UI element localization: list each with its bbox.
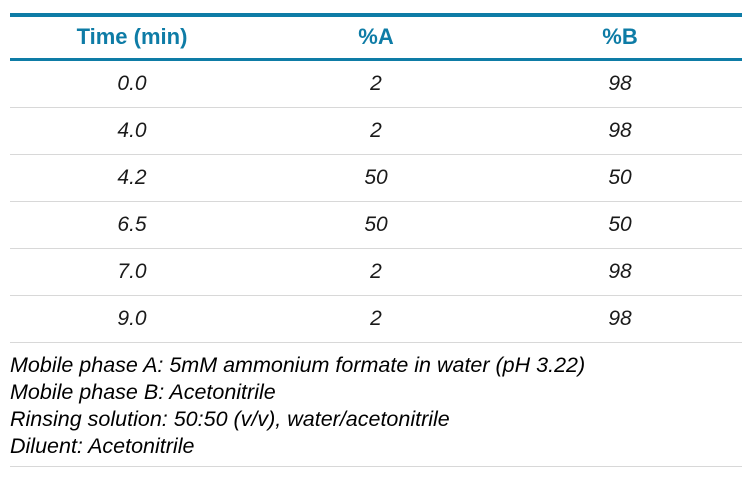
table-cell-percent-a: 2 xyxy=(254,107,498,155)
gradient-table-header: Time (min) %A %B xyxy=(10,15,742,60)
table-cell-time: 7.0 xyxy=(10,248,254,296)
table-row: 9.0 2 98 xyxy=(10,295,742,343)
column-header-time: Time (min) xyxy=(76,24,188,49)
table-cell-time: 4.0 xyxy=(10,107,254,155)
table-header-row: Time (min) %A %B xyxy=(10,15,742,60)
table-cell-time: 4.2 xyxy=(10,154,254,202)
note-mobile-phase-b: Mobile phase B: Acetonitrile xyxy=(10,380,276,404)
table-cell-percent-a: 50 xyxy=(254,154,498,202)
note-mobile-phase-a: Mobile phase A: 5mM ammonium formate in … xyxy=(10,353,586,377)
table-cell-percent-a: 2 xyxy=(254,248,498,296)
table-cell-time: 0.0 xyxy=(10,59,254,108)
table-row: 7.0 2 98 xyxy=(10,248,742,296)
table-cell-percent-b: 98 xyxy=(498,295,742,343)
table-row: 4.2 50 50 xyxy=(10,154,742,202)
footnotes: Mobile phase A: 5mM ammonium formate in … xyxy=(10,352,742,460)
note-rinsing-solution: Rinsing solution: 50:50 (v/v), water/ace… xyxy=(10,407,450,431)
table-cell-percent-b: 98 xyxy=(498,107,742,155)
table-cell-time: 9.0 xyxy=(10,295,254,343)
table-cell-time: 6.5 xyxy=(10,201,254,249)
gradient-table: Time (min) %A %B 0.0 2 98 4.0 2 98 4.2 5… xyxy=(10,13,742,343)
table-row: 4.0 2 98 xyxy=(10,107,742,155)
table-cell-percent-b: 98 xyxy=(498,59,742,108)
table-cell-percent-a: 50 xyxy=(254,201,498,249)
gradient-table-body: 0.0 2 98 4.0 2 98 4.2 50 50 6.5 50 50 7.… xyxy=(10,59,742,343)
table-cell-percent-a: 2 xyxy=(254,295,498,343)
table-cell-percent-a: 2 xyxy=(254,59,498,108)
column-header-percent-b: %B xyxy=(602,24,638,49)
column-header-percent-a: %A xyxy=(358,24,394,49)
table-cell-percent-b: 98 xyxy=(498,248,742,296)
document-page: Time (min) %A %B 0.0 2 98 4.0 2 98 4.2 5… xyxy=(10,13,742,467)
table-row: 0.0 2 98 xyxy=(10,59,742,108)
note-diluent: Diluent: Acetonitrile xyxy=(10,434,195,458)
table-cell-percent-b: 50 xyxy=(498,154,742,202)
table-row: 6.5 50 50 xyxy=(10,201,742,249)
table-cell-percent-b: 50 xyxy=(498,201,742,249)
bottom-divider xyxy=(10,466,742,467)
